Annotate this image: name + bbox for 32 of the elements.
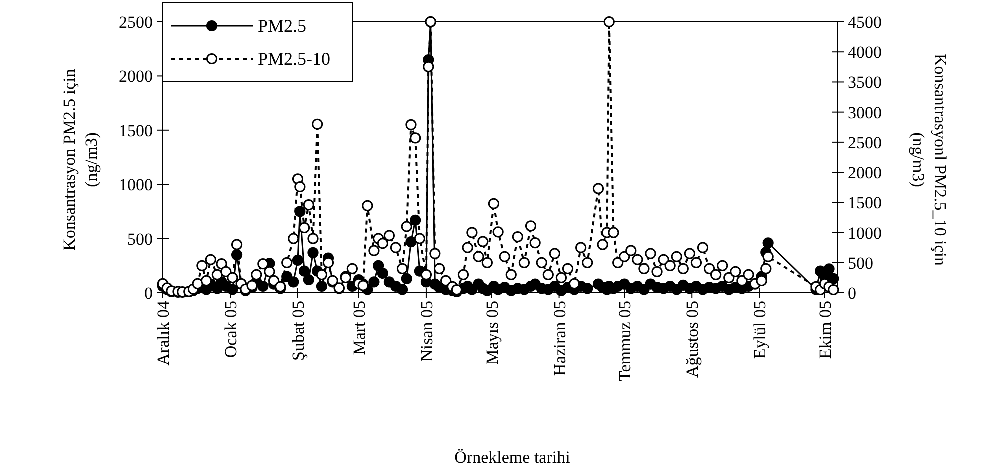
y2-tick-label: 3500 bbox=[848, 73, 882, 92]
x-tick-label: Ağustos 05 bbox=[683, 301, 702, 378]
y2-tick-label: 2500 bbox=[848, 133, 882, 152]
y-tick-label: 500 bbox=[128, 230, 153, 249]
legend-label: PM2.5-10 bbox=[258, 49, 331, 69]
x-tick-label: Eylül 05 bbox=[750, 301, 770, 360]
y2-tick-label: 2000 bbox=[848, 164, 882, 183]
x-tick-label: Ekim 05 bbox=[816, 301, 835, 360]
y2-tick-label: 500 bbox=[848, 254, 874, 273]
y2-tick-label: 4000 bbox=[848, 43, 882, 62]
y2-tick-label: 4500 bbox=[848, 13, 882, 32]
y-tick-label: 0 bbox=[144, 284, 153, 303]
y-tick-label: 1000 bbox=[119, 176, 153, 195]
x-tick-label: Şubat 05 bbox=[289, 301, 308, 361]
y-axis-title: Konsantrasyon PM2.5 için (ng/m3) bbox=[60, 68, 101, 251]
y2-tick-label: 1000 bbox=[848, 224, 882, 243]
x-tick-label: Mayıs 05 bbox=[482, 301, 502, 365]
legend-label: PM2.5 bbox=[258, 16, 307, 36]
x-tick-label: Haziran 05 bbox=[550, 301, 570, 376]
y-tick-label: 1500 bbox=[119, 121, 153, 140]
x-tick-label: Temmuz 05 bbox=[616, 301, 635, 382]
y2-tick-label: 3000 bbox=[848, 103, 882, 122]
y2-tick-label: 1500 bbox=[848, 194, 882, 213]
y-tick-label: 2500 bbox=[119, 13, 153, 32]
y-tick-label: 2000 bbox=[119, 67, 153, 86]
x-tick-label: Ocak 05 bbox=[222, 301, 240, 358]
x-tick-label: Mart 05 bbox=[350, 301, 369, 356]
x-axis-title: Örnekleme tarihi bbox=[454, 448, 571, 467]
y2-tick-label: 0 bbox=[848, 284, 856, 303]
y2-axis-title: Konsantrasyonl PM2.5_10 için (ng/m3) bbox=[909, 54, 950, 267]
x-tick-label: Aralık 04 bbox=[154, 300, 173, 366]
x-tick-label: Nisan 05 bbox=[417, 301, 436, 362]
